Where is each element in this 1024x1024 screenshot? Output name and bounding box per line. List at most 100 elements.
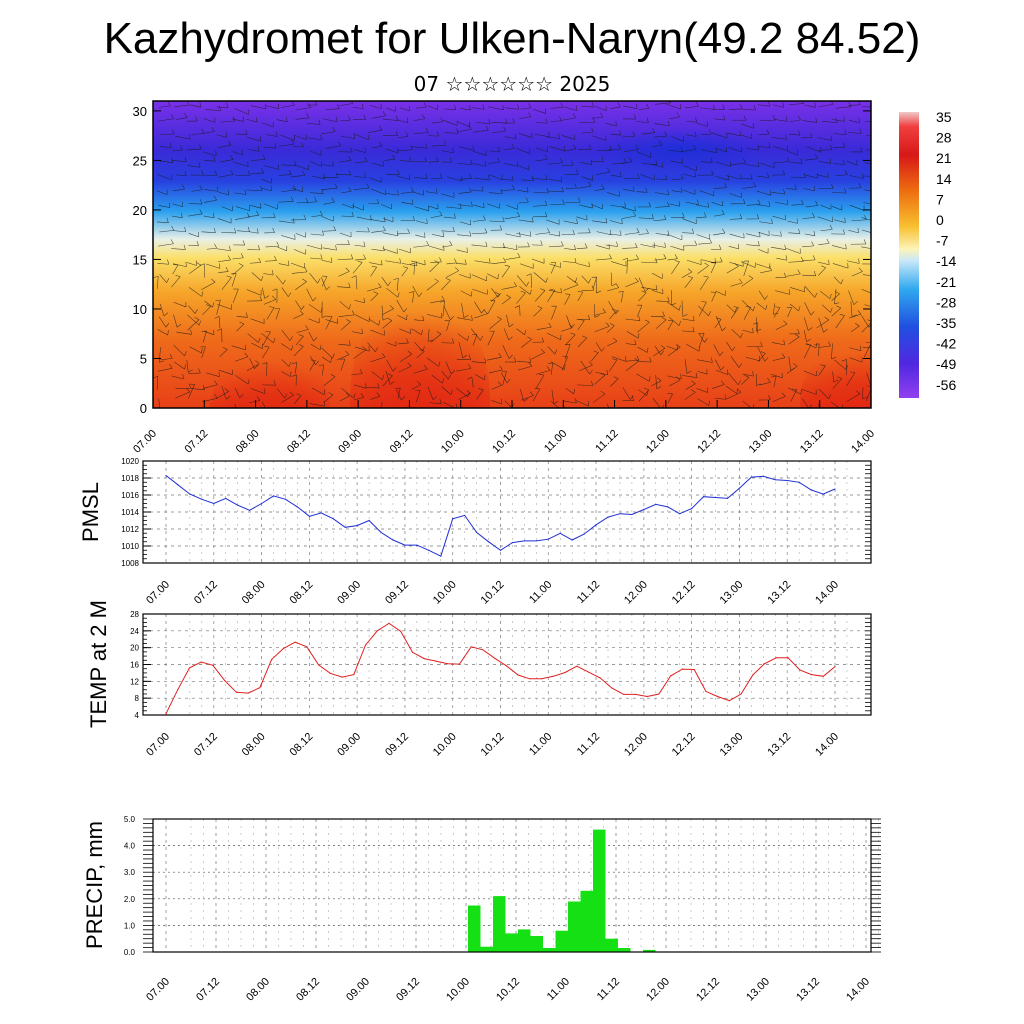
wind-barb — [548, 245, 564, 248]
wind-barb-flag — [529, 391, 534, 396]
wind-barb-flag — [624, 202, 627, 208]
wind-barb — [714, 118, 725, 121]
wind-barb-flag — [680, 174, 684, 179]
wind-barb — [803, 329, 807, 342]
wind-barb — [848, 132, 862, 134]
wind-barb-flag — [853, 301, 858, 305]
wind-barb-flag — [451, 338, 454, 344]
wind-barb-flag — [308, 103, 312, 108]
wind-barb-flag — [205, 304, 211, 307]
wind-barb — [730, 282, 743, 287]
wind-barb-flag — [454, 267, 460, 271]
wind-barb-flag — [644, 319, 650, 323]
wind-barb-flag — [511, 143, 515, 149]
wind-barb — [444, 132, 459, 134]
wind-barb-flag — [363, 297, 365, 303]
wind-barb — [802, 120, 817, 123]
wind-barb — [655, 232, 669, 236]
wind-barb-flag — [577, 291, 583, 293]
wind-barb-flag — [731, 346, 736, 351]
wind-barb — [501, 178, 514, 181]
wind-barb-flag — [784, 244, 786, 250]
wind-barb — [262, 287, 265, 299]
wind-barb — [849, 347, 862, 352]
wind-barb-flag — [405, 131, 409, 137]
wind-barb — [683, 244, 697, 247]
y-tick-label: 1012 — [121, 525, 139, 534]
wind-barb-flag — [858, 101, 861, 105]
wind-barb-flag — [166, 217, 169, 223]
wind-barb — [471, 232, 488, 235]
wind-barb — [697, 265, 709, 274]
wind-barb-flag — [183, 244, 186, 250]
wind-barb — [220, 120, 236, 123]
wind-barb-flag — [319, 210, 323, 216]
wind-barb-flag — [637, 333, 640, 339]
wind-barb-flag — [482, 215, 486, 221]
wind-barb — [275, 308, 280, 320]
wind-barb-flag — [743, 233, 745, 239]
wind-barb — [295, 300, 302, 310]
wind-barb — [250, 318, 265, 324]
wind-barb-flag — [634, 206, 636, 212]
wind-barb — [669, 317, 680, 326]
wind-barb-flag — [224, 388, 229, 392]
wind-barb — [818, 103, 834, 108]
wind-barb-flag — [195, 116, 198, 122]
wind-barb — [430, 299, 445, 304]
heatmap-x-tick-label: 07.00 — [131, 428, 159, 456]
wind-barb-flag — [330, 373, 336, 377]
wind-barb — [187, 165, 201, 168]
wind-barb — [431, 375, 443, 384]
wind-barb-flag — [737, 243, 740, 249]
wind-barb — [428, 205, 439, 210]
wind-barb-flag — [301, 305, 305, 310]
x-tick-label: 07.00 — [144, 731, 172, 759]
wind-barb-flag — [459, 203, 462, 209]
wind-barb-flag — [184, 113, 188, 118]
wind-barb — [471, 274, 487, 282]
wind-barb — [667, 320, 674, 331]
wind-barb-flag — [450, 389, 453, 395]
wind-barb — [607, 192, 620, 197]
wind-barb-flag — [265, 330, 271, 333]
wind-barb — [158, 105, 171, 108]
wind-barb — [741, 300, 754, 312]
wind-barb — [385, 260, 401, 264]
wind-barb-flag — [794, 184, 797, 190]
wind-barb-flag — [527, 242, 530, 247]
wind-barb — [336, 354, 350, 361]
wind-barb — [862, 106, 871, 108]
wind-barb — [743, 307, 751, 320]
wind-barb — [459, 178, 472, 180]
wind-barb-flag — [196, 262, 202, 266]
wind-barb — [667, 346, 681, 357]
wind-barb — [834, 219, 846, 223]
wind-barb — [710, 262, 716, 274]
wind-barb-flag — [859, 128, 862, 134]
wind-barb — [444, 216, 456, 219]
wind-barb — [611, 356, 626, 362]
wind-barb-flag — [406, 338, 409, 344]
wind-barb-flag — [166, 278, 170, 283]
wind-barb — [851, 219, 867, 222]
wind-barb — [671, 190, 683, 193]
wind-barb — [323, 394, 334, 403]
wind-barb-flag — [525, 197, 529, 203]
wind-barb-flag — [468, 124, 472, 130]
wind-barb-flag — [188, 369, 193, 373]
wind-barb — [202, 306, 211, 315]
wind-barb — [771, 234, 782, 237]
wind-barb-flag — [708, 311, 711, 317]
wind-barb-flag — [230, 155, 234, 160]
wind-barb-flag — [427, 339, 433, 342]
wind-barb-flag — [694, 131, 697, 137]
wind-barb — [203, 330, 214, 336]
heatmap-x-tick-label: 11.12 — [593, 428, 620, 455]
wind-barb — [311, 387, 325, 395]
wind-barb — [186, 262, 197, 266]
wind-barb-flag — [588, 228, 591, 233]
wind-barb-flag — [801, 199, 804, 205]
wind-barb — [412, 285, 420, 297]
wind-barb — [757, 104, 770, 107]
